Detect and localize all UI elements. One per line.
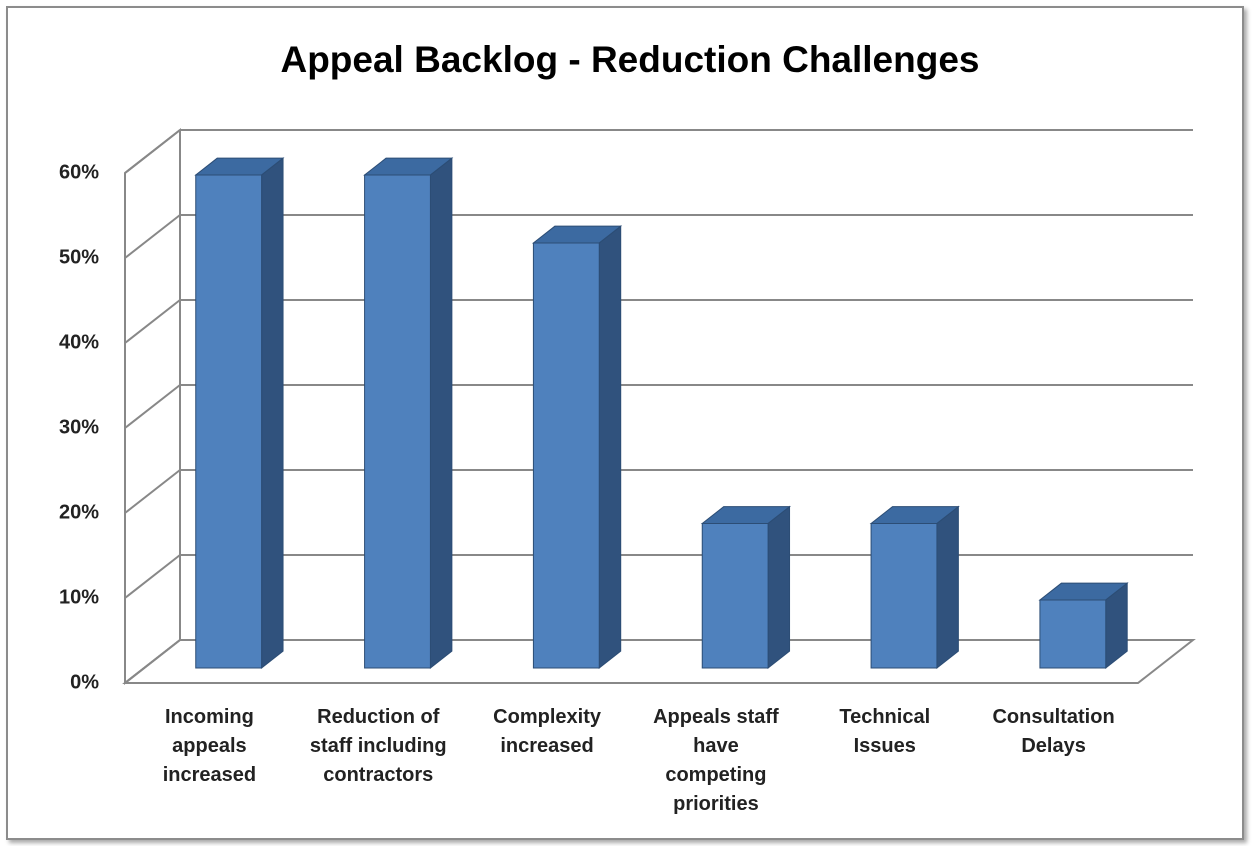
y-tick-label: 40% <box>59 331 99 353</box>
bar-front <box>532 242 600 669</box>
bar-front <box>701 522 769 669</box>
x-tick-label: Consultation Delays <box>992 706 1115 757</box>
bar-side <box>261 157 284 669</box>
chart-title: Appeal Backlog - Reduction Challenges <box>280 39 979 80</box>
y-tick-label: 10% <box>59 586 99 608</box>
bar-side <box>936 505 959 669</box>
bar-front <box>870 522 938 669</box>
x-tick-label: Incoming appeals increased <box>162 706 257 786</box>
bar <box>1038 582 1129 669</box>
side-grid-line <box>124 639 181 684</box>
x-tick-label: Complexity increased <box>493 706 601 757</box>
y-tick-label: 20% <box>59 501 99 523</box>
y-tick-label: 0% <box>70 671 99 693</box>
x-tick-label: Appeals staff have competing priorities <box>653 706 779 815</box>
y-tick-label: 60% <box>59 161 99 183</box>
side-grid-line <box>124 299 181 344</box>
x-tick-label: Reduction of staff including contractors <box>309 706 447 786</box>
bar-front <box>364 174 431 669</box>
bar-front <box>1039 599 1107 669</box>
side-grid-line <box>124 554 181 599</box>
bar <box>363 157 454 669</box>
floor <box>122 639 1196 684</box>
side-grid-line <box>124 129 181 174</box>
side-grid-line <box>124 214 181 259</box>
bar <box>869 505 960 669</box>
y-tick-label: 50% <box>59 246 99 268</box>
x-tick-label: Technical Issues <box>839 706 931 757</box>
bar-side <box>767 505 791 669</box>
bar-front <box>195 174 263 669</box>
bar <box>700 505 791 669</box>
y-tick-label: 30% <box>59 416 99 438</box>
bar-side <box>429 157 453 669</box>
bar-side <box>598 225 622 669</box>
side-grid-line <box>124 384 181 429</box>
bar <box>531 225 623 669</box>
bar <box>194 157 285 669</box>
side-grid-line <box>124 469 181 514</box>
